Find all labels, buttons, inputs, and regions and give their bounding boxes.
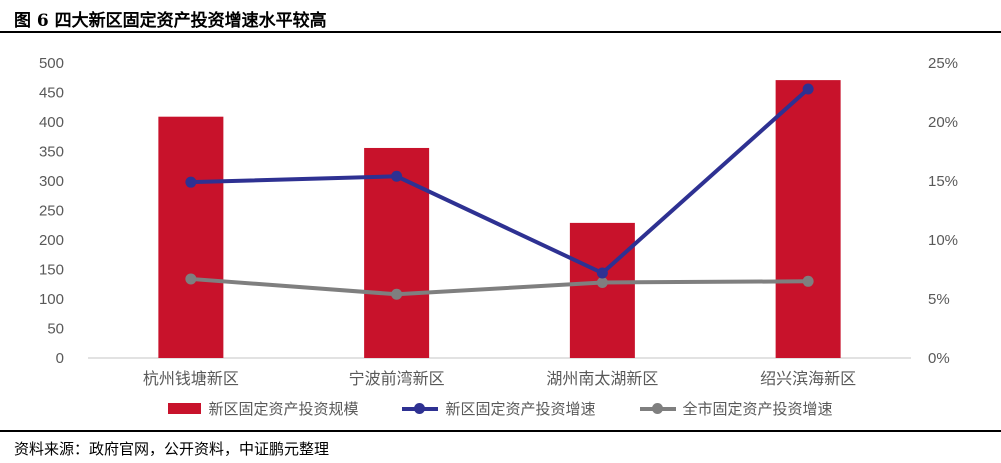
- bar-swatch-icon: [168, 403, 202, 414]
- source-footer: 资料来源：政府官网，公开资料，中证鹏元整理: [0, 430, 1001, 459]
- left-axis-tick-label: 150: [39, 262, 64, 279]
- x-category-label: 湖州南太湖新区: [546, 370, 658, 388]
- figure-title: 图 6 四大新区固定资产投资增速水平较高: [14, 11, 327, 31]
- left-axis-tick-label: 100: [39, 291, 64, 308]
- x-category-label: 宁波前湾新区: [349, 370, 445, 388]
- line-marker: [185, 273, 197, 285]
- line-series-new-district: [185, 83, 814, 279]
- line-marker-swatch-icon: [639, 402, 676, 415]
- left-axis-tick-label: 450: [39, 85, 64, 102]
- bar: [569, 222, 635, 358]
- bar: [775, 80, 841, 359]
- line-marker: [596, 267, 608, 279]
- x-category-label: 杭州钱塘新区: [143, 370, 239, 388]
- right-axis-tick-label: 25%: [928, 55, 958, 72]
- line-marker: [391, 170, 403, 182]
- bar: [364, 147, 430, 358]
- left-axis-tick-label: 500: [39, 55, 64, 72]
- line-marker: [185, 176, 197, 188]
- line-series-citywide: [185, 273, 814, 300]
- legend-label: 新区固定资产投资增速: [445, 401, 596, 418]
- chart-legend: 新区固定资产投资规模 新区固定资产投资增速 全市固定资产投资增速: [0, 398, 1001, 419]
- left-axis-tick-label: 250: [39, 203, 64, 220]
- left-axis-tick-label: 350: [39, 144, 64, 161]
- bar: [158, 116, 224, 358]
- right-axis-tick-label: 10%: [928, 232, 958, 249]
- source-text: 资料来源：政府官网，公开资料，中证鹏元整理: [14, 440, 330, 458]
- legend-label: 全市固定资产投资增速: [682, 401, 833, 418]
- legend-label: 新区固定资产投资规模: [208, 401, 359, 418]
- line-path: [188, 86, 811, 276]
- line-path: [188, 276, 811, 297]
- title-divider-rule: [0, 31, 1001, 33]
- right-axis-tick-label: 20%: [928, 114, 958, 131]
- legend-item-citywide-growth: 全市固定资产投资增速: [639, 398, 833, 419]
- legend-item-newdistrict-growth: 新区固定资产投资增速: [402, 398, 596, 419]
- line-marker-swatch-icon: [402, 402, 439, 415]
- combo-chart: 0 50 100 150 200 250 300 350 400 450 500 0% 5% 10% 15%…: [39, 55, 958, 388]
- right-axis-tick-label: 5%: [928, 291, 950, 308]
- left-axis-tick-label: 300: [39, 173, 64, 190]
- left-axis-tick-label: 200: [39, 232, 64, 249]
- right-axis-tick-label: 0%: [928, 350, 950, 367]
- bar-series: [158, 80, 841, 359]
- line-marker: [802, 83, 814, 95]
- left-axis-tick-label: 50: [47, 321, 64, 338]
- left-axis-tick-label: 0: [56, 350, 64, 367]
- line-marker: [596, 276, 608, 288]
- x-category-label: 绍兴滨海新区: [760, 370, 856, 388]
- left-axis-tick-label: 400: [39, 114, 64, 131]
- right-axis-tick-label: 15%: [928, 173, 958, 190]
- line-marker: [391, 288, 403, 300]
- legend-item-bar-series: 新区固定资产投资规模: [168, 398, 358, 419]
- line-marker: [802, 275, 814, 287]
